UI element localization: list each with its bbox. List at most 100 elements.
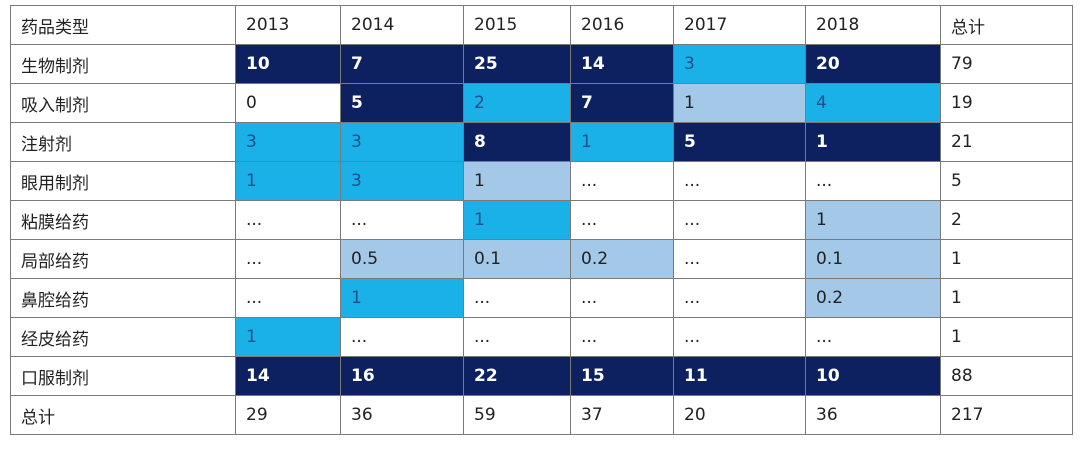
header-cell: 药品类型 [10, 5, 236, 45]
table-cell: 生物制剂 [10, 44, 236, 84]
table-cell: 3 [235, 122, 341, 162]
table-row: 鼻腔给药... 1......... 0.2 1 [10, 278, 1073, 318]
header-cell: 2017 [673, 5, 806, 45]
table-cell: 眼用制剂 [10, 161, 236, 201]
table-cell: 0 [235, 83, 341, 123]
table-cell: 3 [673, 44, 806, 84]
table-cell: ... [673, 278, 806, 318]
table-cell: ... [235, 278, 341, 318]
table-cell: ... [673, 200, 806, 240]
data-table: 药品类型 2013 2014 2015 2016 2017 2018 总计 生物制剂 10 7 25 1… [10, 5, 1073, 435]
table-cell: ... [340, 317, 464, 357]
table-cell: 1 [673, 83, 806, 123]
table-cell: ... [235, 239, 341, 279]
table-cell: 0.5 [340, 239, 464, 279]
table-cell: 总计 [10, 395, 236, 435]
table-cell: 36 [340, 395, 464, 435]
table-cell: 10 [235, 44, 341, 84]
header-cell: 2015 [463, 5, 571, 45]
table-row: 吸入制剂 0 5 2 7 1 4 19 [10, 83, 1073, 123]
table-cell: 0.1 [805, 239, 941, 279]
table-cell: 1 [235, 317, 341, 357]
table-row: 生物制剂 10 7 25 14 3 20 79 [10, 44, 1073, 84]
table-cell: 21 [940, 122, 1073, 162]
table-cell: 1 [805, 200, 941, 240]
table-cell: 15 [570, 356, 674, 396]
table-cell: ... [805, 317, 941, 357]
table-cell: 14 [235, 356, 341, 396]
table-cell: ... [570, 317, 674, 357]
table-cell: ... [805, 161, 941, 201]
table-cell: 4 [805, 83, 941, 123]
table-cell: ... [463, 317, 571, 357]
table-cell: 88 [940, 356, 1073, 396]
table-cell: 25 [463, 44, 571, 84]
table-cell: 3 [340, 161, 464, 201]
table-cell: 79 [940, 44, 1073, 84]
table-row: 口服制剂 14 16 22 15 11 10 88 [10, 356, 1073, 396]
header-row: 药品类型 2013 2014 2015 2016 2017 2018 总计 [10, 5, 1073, 45]
table-cell: ... [463, 278, 571, 318]
table-cell: 1 [463, 161, 571, 201]
table-cell: 14 [570, 44, 674, 84]
table-cell: 5 [340, 83, 464, 123]
table-cell: 吸入制剂 [10, 83, 236, 123]
table-cell: 0.1 [463, 239, 571, 279]
table-row: 粘膜给药...... 1...... 1 2 [10, 200, 1073, 240]
table-cell: 7 [340, 44, 464, 84]
table-cell: 粘膜给药 [10, 200, 236, 240]
table-cell: ... [340, 200, 464, 240]
table-cell: 1 [940, 317, 1073, 357]
table-cell: 22 [463, 356, 571, 396]
table-cell: 37 [570, 395, 674, 435]
table-cell: 1 [235, 161, 341, 201]
table-cell: 经皮给药 [10, 317, 236, 357]
table-cell: 口服制剂 [10, 356, 236, 396]
table-cell: 局部给药 [10, 239, 236, 279]
table-row: 总计 29 36 59 37 20 36 217 [10, 395, 1073, 435]
table-cell: 10 [805, 356, 941, 396]
table-cell: 1 [940, 239, 1073, 279]
table-cell: ... [570, 200, 674, 240]
header-cell: 总计 [940, 5, 1073, 45]
header-cell: 2013 [235, 5, 341, 45]
table-cell: 0.2 [805, 278, 941, 318]
table-cell: 20 [673, 395, 806, 435]
table-cell: 1 [570, 122, 674, 162]
table-row: 经皮给药 1............... 1 [10, 317, 1073, 357]
header-cell: 2014 [340, 5, 464, 45]
table-cell: 1 [805, 122, 941, 162]
table-cell: 5 [940, 161, 1073, 201]
table-row: 注射剂 3 3 8 1 5 1 21 [10, 122, 1073, 162]
table-cell: 1 [340, 278, 464, 318]
table-cell: 注射剂 [10, 122, 236, 162]
header-cell: 2018 [805, 5, 941, 45]
table-cell: 3 [340, 122, 464, 162]
table-cell: 1 [463, 200, 571, 240]
table-cell: 8 [463, 122, 571, 162]
table-cell: 29 [235, 395, 341, 435]
table-cell: ... [673, 239, 806, 279]
table-cell: ... [673, 161, 806, 201]
table-cell: 59 [463, 395, 571, 435]
table-cell: 19 [940, 83, 1073, 123]
header-cell: 2016 [570, 5, 674, 45]
table-cell: 鼻腔给药 [10, 278, 236, 318]
table-body: 药品类型 2013 2014 2015 2016 2017 2018 总计 生物制剂 10 7 25 1… [10, 5, 1073, 435]
table-cell: 0.2 [570, 239, 674, 279]
table-cell: ... [570, 278, 674, 318]
table-cell: 20 [805, 44, 941, 84]
table-cell: 7 [570, 83, 674, 123]
table-cell: 217 [940, 395, 1073, 435]
table-cell: 16 [340, 356, 464, 396]
table-row: 局部给药... 0.5 0.1 0.2... 0.1 1 [10, 239, 1073, 279]
table-cell: ... [235, 200, 341, 240]
table-cell: 11 [673, 356, 806, 396]
table-cell: 1 [940, 278, 1073, 318]
table-cell: 5 [673, 122, 806, 162]
table-row: 眼用制剂 1 3 1......... 5 [10, 161, 1073, 201]
table-cell: ... [570, 161, 674, 201]
table-cell: ... [673, 317, 806, 357]
table-cell: 2 [940, 200, 1073, 240]
